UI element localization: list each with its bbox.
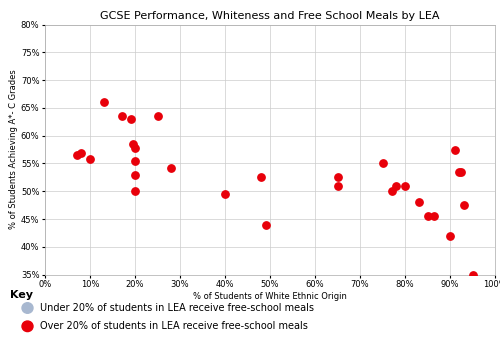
Point (129, 141, 137, 147)
Point (131, 145, 139, 151)
Point (131, 158, 139, 164)
Point (77, 151, 85, 156)
Point (460, 202, 468, 208)
Point (334, 175, 342, 180)
Point (455, 169, 463, 175)
Point (86, 156, 94, 162)
Point (378, 161, 386, 166)
Point (154, 113, 162, 119)
Point (450, 147, 458, 152)
X-axis label: % of Students of White Ethnic Origin: % of Students of White Ethnic Origin (193, 292, 347, 301)
Point (424, 213, 432, 219)
Point (118, 113, 126, 119)
Point (262, 222, 270, 227)
Text: Key: Key (10, 290, 33, 300)
Point (72, 152, 80, 158)
Point (392, 183, 400, 189)
Point (100, 100, 108, 105)
Text: Over 20% of students in LEA receive free-school meals: Over 20% of students in LEA receive free… (40, 321, 308, 331)
Point (257, 175, 265, 180)
Point (468, 272, 476, 277)
Point (131, 188, 139, 194)
Point (430, 213, 438, 219)
Text: Under 20% of students in LEA receive free-school meals: Under 20% of students in LEA receive fre… (40, 303, 314, 313)
Point (334, 183, 342, 189)
Title: GCSE Performance, Whiteness and Free School Meals by LEA: GCSE Performance, Whiteness and Free Sch… (100, 11, 440, 21)
Point (167, 165, 175, 171)
Point (457, 169, 465, 175)
Point (388, 188, 396, 194)
Point (446, 233, 454, 239)
Point (401, 183, 409, 189)
Point (131, 172, 139, 177)
Point (126, 116, 134, 122)
Y-axis label: % of Students Achieving A*- C Grades: % of Students Achieving A*- C Grades (9, 70, 18, 230)
Point (414, 200, 422, 205)
Point (221, 191, 229, 197)
